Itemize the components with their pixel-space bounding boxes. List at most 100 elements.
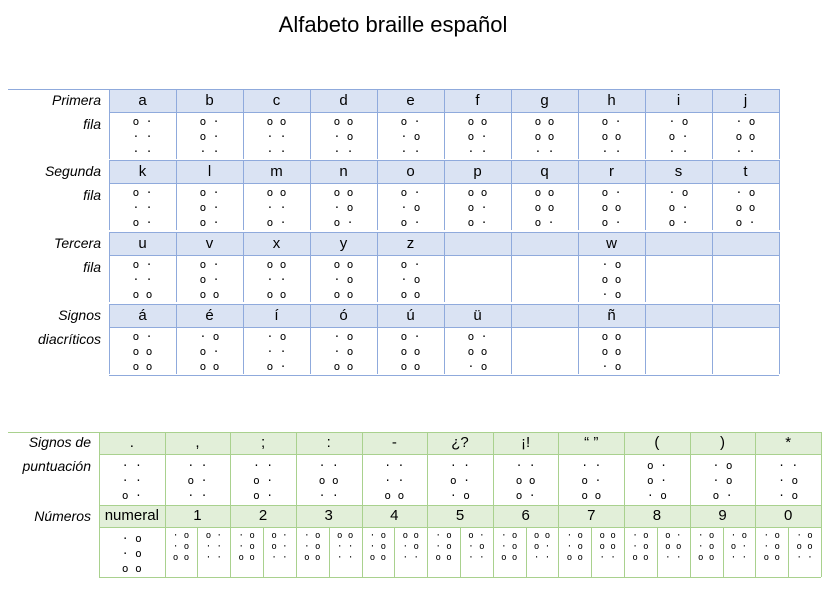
- row-label-line: Segunda: [44, 163, 101, 179]
- braille-cell: · o · o o o: [566, 531, 583, 563]
- letter-cell: d: [339, 92, 348, 109]
- letter-cell: b: [205, 92, 214, 109]
- punctuation-head: .: [129, 434, 134, 451]
- letter-cell: w: [606, 235, 617, 252]
- braille-cell: o · · o · ·: [400, 115, 421, 158]
- letter-cell: f: [475, 92, 480, 109]
- row-label-line: puntuación: [22, 458, 91, 474]
- braille-cell: o o · · o ·: [266, 186, 287, 229]
- braille-cell: · o · o o o: [369, 531, 387, 563]
- grid-line: [99, 577, 821, 578]
- letter-cell: v: [205, 235, 214, 252]
- braille-cell: · o · o o o: [632, 531, 649, 563]
- grid-line: [310, 89, 311, 159]
- braille-cell: · · o · o ·: [253, 459, 274, 502]
- letter-cell: [645, 305, 712, 327]
- grid-line: [377, 160, 378, 230]
- grid-line: [712, 304, 713, 374]
- grid-line: [99, 505, 821, 506]
- letter-cell: á: [138, 307, 147, 324]
- grid-line: [578, 160, 579, 230]
- grid-line: [243, 304, 244, 374]
- row-label-line: Signos de: [28, 434, 91, 450]
- punctuation-head: *: [785, 434, 792, 451]
- grid-line: [578, 232, 579, 302]
- number-head: 8: [652, 507, 662, 524]
- braille-cell: · · o o · ·: [318, 459, 339, 502]
- grid-line: [99, 454, 821, 455]
- braille-cell: o o · o o ·: [333, 186, 354, 229]
- braille-cell: o · · · · ·: [132, 115, 153, 158]
- number-head: 2: [258, 507, 268, 524]
- letter-cell: [712, 305, 779, 327]
- grid-line: [755, 432, 757, 577]
- letter-cell: h: [607, 92, 616, 109]
- grid-line: [511, 89, 512, 159]
- grid-line: [511, 232, 512, 302]
- braille-cell: o o o · · ·: [533, 531, 551, 563]
- grid-line: [492, 432, 494, 577]
- braille-cell: · · o · o o: [581, 459, 602, 502]
- braille-cell: · · · · o o: [384, 459, 405, 502]
- letter-cell: [444, 233, 511, 255]
- row-label-line: fila: [83, 259, 101, 275]
- page-title: Alfabeto braille español: [278, 12, 508, 37]
- grid-line: [444, 89, 445, 159]
- grid-line: [712, 160, 713, 230]
- grid-line: [176, 304, 177, 374]
- letter-cell: r: [609, 163, 614, 180]
- grid-line: [712, 232, 713, 302]
- braille-cell: o o · o o o: [333, 258, 354, 301]
- row-label-line: diacríticos: [37, 331, 101, 347]
- grid-line: [361, 432, 363, 577]
- braille-cell: o o o o · o: [601, 330, 622, 373]
- braille-cell: · o · o o o: [304, 531, 321, 563]
- braille-cell: · o o o · ·: [735, 115, 756, 158]
- grid-line: [645, 304, 646, 374]
- row-label: Signos de puntuación: [0, 430, 91, 478]
- row-label-line: fila: [83, 116, 101, 132]
- grid-line: [109, 89, 110, 159]
- braille-cell: · o o o · o: [601, 258, 622, 301]
- letter-cell: j: [743, 92, 748, 109]
- letter-cell: o: [406, 163, 415, 180]
- letter-cell: é: [205, 307, 214, 324]
- row-label: Primera fila: [0, 88, 101, 136]
- grid-line: [779, 89, 780, 159]
- grid-line: [511, 160, 512, 230]
- letter-cell: x: [272, 235, 281, 252]
- grid-line: [176, 89, 177, 159]
- grid-line: [109, 304, 110, 374]
- grid-line: [197, 527, 199, 577]
- letter-cell: í: [274, 307, 279, 324]
- grid-line: [243, 89, 244, 159]
- grid-line: [645, 89, 646, 159]
- letter-cell: [511, 305, 578, 327]
- braille-cell: o o · · · ·: [266, 115, 287, 158]
- grid-line: [377, 232, 378, 302]
- grid-line: [444, 304, 445, 374]
- braille-cell: o · o · o ·: [199, 186, 220, 229]
- braille-cell: o · · · · ·: [205, 531, 222, 563]
- letter-cell: c: [272, 92, 281, 109]
- number-head: 7: [587, 507, 596, 524]
- number-head: numeral: [104, 507, 159, 524]
- letter-cell: ñ: [607, 307, 616, 324]
- row-label: Segunda fila: [0, 159, 101, 207]
- grid-line: [230, 432, 232, 577]
- row-label: Signos diacríticos: [0, 303, 101, 351]
- braille-cell: · o · o o o: [121, 532, 142, 575]
- punctuation-header-row: [99, 432, 821, 454]
- braille-cell: · o · o o ·: [712, 459, 733, 502]
- row-label-line: Primera: [51, 92, 101, 108]
- grid-line: [656, 527, 658, 577]
- braille-cell: · · · · o ·: [121, 459, 142, 502]
- braille-cell: o · o o o o: [400, 330, 421, 373]
- grid-line: [788, 527, 790, 577]
- grid-line: [821, 432, 822, 577]
- letter-cell: u: [138, 235, 147, 252]
- grid-line: [394, 527, 396, 577]
- grid-line: [243, 160, 244, 230]
- row-label: Números: [34, 508, 91, 524]
- braille-cell: o · · o · ·: [468, 531, 485, 563]
